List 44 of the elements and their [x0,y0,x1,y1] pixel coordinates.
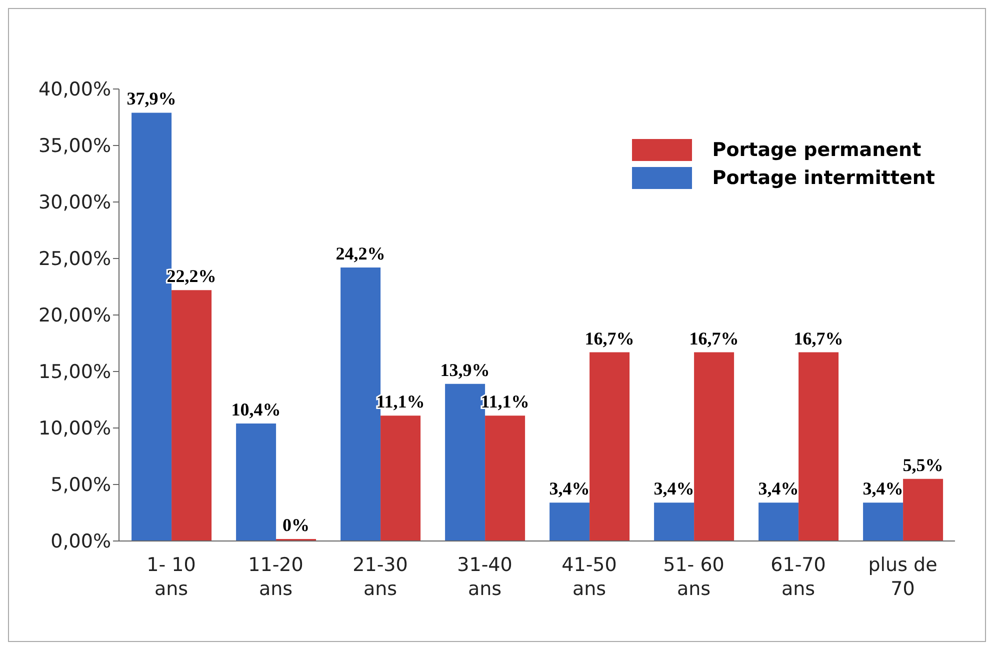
data-label: 0% [282,515,310,535]
data-label: 10,4% [231,399,281,420]
y-tick-label: 0,00% [50,530,111,553]
bar [485,416,526,541]
x-tick-label: 31-40 ans [457,554,512,600]
legend-label: Portage intermittent [711,167,935,189]
x-tick-label: 51- 60 ans [663,554,724,600]
data-label: 37,9% [126,88,176,109]
bar [236,423,276,541]
bar [863,502,904,541]
bar [590,352,630,541]
bar [172,290,212,541]
data-label: 3,4% [549,478,590,499]
bar [758,502,799,541]
data-label: 3,4% [758,478,799,499]
data-label: 13,9% [440,360,490,380]
y-tick-label: 5,00% [50,474,111,496]
bar [550,502,590,541]
y-tick-label: 15,00% [38,361,111,384]
y-tick-label: 35,00% [38,135,111,158]
y-tick-label: 20,00% [38,304,111,327]
data-label: 3,4% [862,478,904,499]
bar [380,416,421,541]
bar [694,352,734,541]
x-tick-label: 21-30 ans [352,554,408,600]
y-tick-label: 30,00% [38,192,111,214]
x-tick-label: 41-50 ans [562,554,617,600]
x-tick-label: 11-20 ans [248,554,304,600]
x-tick-label: 61-70 ans [770,554,826,600]
y-tick-label: 40,00% [38,78,111,101]
y-tick-label: 10,00% [38,418,111,440]
bar [903,478,944,541]
y-tick-label: 25,00% [38,248,111,270]
data-label: 16,7% [689,328,739,348]
data-label: 3,4% [654,478,694,499]
legend-label: Portage permanent [711,139,922,161]
data-label: 16,7% [794,328,844,348]
x-tick-label: 1- 10 ans [146,554,196,600]
x-tick-label: plus de 70 [868,554,938,600]
data-label: 16,7% [584,328,634,348]
bar [654,502,694,541]
bar [798,352,839,541]
data-label: 24,2% [336,244,386,264]
data-label: 5,5% [902,454,944,475]
